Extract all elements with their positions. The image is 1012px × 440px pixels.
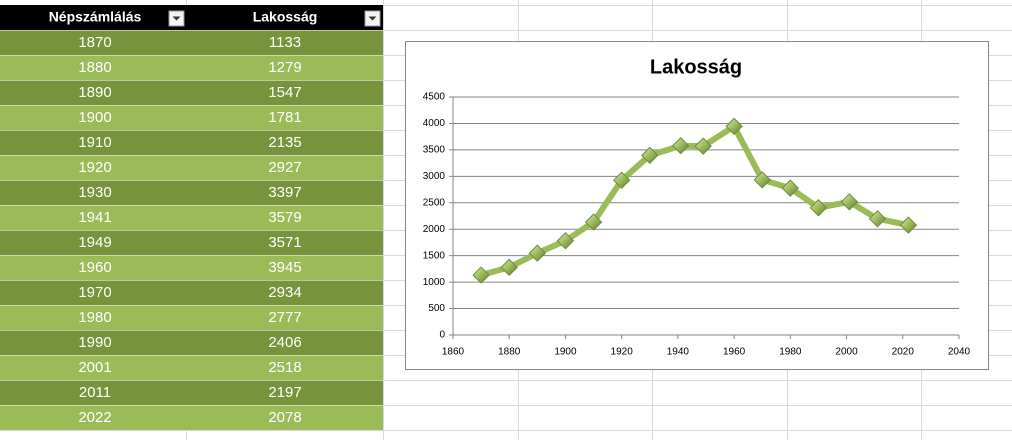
row-background	[0, 305, 383, 330]
row-background	[0, 55, 383, 80]
marker	[528, 244, 547, 262]
row-background	[0, 280, 383, 305]
table-cell: 3571	[268, 234, 301, 251]
row-background	[0, 230, 383, 255]
marker	[556, 232, 575, 250]
chart-title: Lakosság	[650, 56, 742, 78]
table-cell: 2518	[268, 359, 301, 376]
table-cell: 1920	[78, 159, 111, 176]
filter-button[interactable]	[364, 10, 381, 27]
table-cell: 2927	[268, 159, 301, 176]
marker	[641, 146, 659, 165]
marker	[472, 266, 490, 284]
table-cell: 2078	[268, 409, 301, 426]
table-cell: 2135	[268, 134, 301, 151]
chart-area[interactable]	[405, 41, 989, 370]
x-tick-label: 2000	[835, 347, 858, 358]
row-background	[0, 330, 383, 355]
y-tick-label: 2000	[423, 224, 446, 235]
marker	[809, 199, 828, 217]
row-background	[0, 180, 383, 205]
table-cell: 1279	[268, 59, 301, 76]
x-tick-label: 2040	[948, 347, 971, 358]
marker	[840, 193, 859, 211]
table-cell: 1910	[78, 134, 111, 151]
table-cell: 2934	[268, 284, 301, 301]
row-background	[0, 130, 383, 155]
table-cell: 2777	[268, 309, 301, 326]
marker	[753, 171, 771, 189]
table-cell: 1960	[78, 259, 111, 276]
marker	[868, 210, 887, 228]
series-line	[480, 123, 909, 278]
table-body: 1870 1133 1880 1279 1890 1547 1900 1781 1910 2135…	[0, 30, 383, 430]
table-cell: 1547	[268, 84, 301, 101]
row-background	[0, 105, 383, 130]
marker	[781, 179, 800, 197]
table-cell: 3397	[268, 184, 301, 201]
row-background	[0, 405, 383, 430]
filter-button[interactable]	[168, 10, 185, 27]
table-cell: 1133	[269, 34, 301, 51]
y-tick-label: 3500	[423, 145, 446, 156]
x-tick-label: 1920	[611, 347, 634, 358]
row-background	[0, 380, 383, 405]
marker	[694, 137, 712, 155]
y-tick-label: 2500	[423, 197, 446, 208]
y-tick-label: 4000	[423, 118, 446, 129]
table-header	[0, 5, 383, 30]
x-tick-label: 1980	[779, 347, 802, 358]
row-background	[0, 80, 383, 105]
y-tick-label: 1000	[423, 277, 446, 288]
table-cell: 3579	[268, 209, 301, 226]
marker	[671, 137, 690, 155]
row-background	[0, 30, 383, 55]
table-cell: 2022	[78, 409, 111, 426]
x-tick-label: 2020	[892, 347, 915, 358]
x-tick-label: 1860	[442, 347, 465, 358]
header-cell: Népszámlálás	[49, 9, 142, 25]
row-background	[0, 255, 383, 280]
table-cell: 1870	[78, 34, 111, 51]
table-cell: 2001	[78, 359, 111, 376]
table-cell: 1890	[78, 84, 111, 101]
table-cell: 1949	[78, 234, 111, 251]
table-cell: 1990	[78, 334, 111, 351]
table-cell: 1941	[78, 209, 111, 226]
y-tick-label: 3000	[423, 171, 446, 182]
y-tick-label: 0	[439, 330, 445, 341]
table-cell: 1900	[78, 109, 111, 126]
table-cell: 2011	[79, 384, 111, 401]
y-tick-label: 500	[428, 303, 445, 314]
table-cell: 1880	[78, 59, 111, 76]
plot: 0 500 1000 1500 2000 2500 3000 3500 4000 4500 1860…	[423, 92, 971, 358]
x-tick-label: 1940	[667, 347, 690, 358]
marker	[584, 213, 603, 231]
table-cell: 2197	[268, 384, 301, 401]
x-tick-label: 1960	[723, 347, 746, 358]
y-tick-label: 1500	[423, 250, 446, 261]
row-background	[0, 155, 383, 180]
marker	[612, 171, 631, 189]
table-cell: 1970	[78, 284, 111, 301]
marker	[899, 216, 918, 234]
y-tick-label: 4500	[423, 92, 446, 103]
table-cell: 1930	[78, 184, 111, 201]
table-cell: 3945	[268, 259, 301, 276]
table-cell: 2406	[268, 334, 301, 351]
row-background	[0, 205, 383, 230]
table-cell: 1980	[78, 309, 111, 326]
table-cell: 1781	[268, 109, 301, 126]
header-cell: Lakosság	[253, 9, 318, 25]
x-tick-label: 1900	[554, 347, 577, 358]
marker	[725, 117, 743, 136]
row-background	[0, 355, 383, 380]
marker	[500, 258, 518, 277]
x-tick-label: 1880	[498, 347, 521, 358]
